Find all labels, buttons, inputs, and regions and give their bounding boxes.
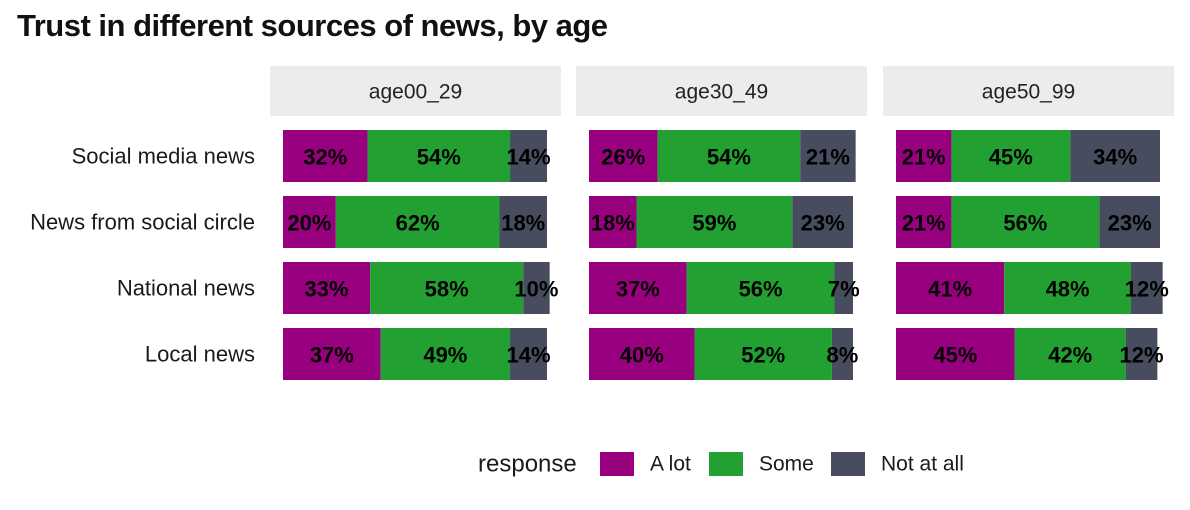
data-label: 23% [801, 211, 845, 236]
facet-strip [576, 66, 867, 116]
bar-segment [283, 196, 336, 248]
facet-label: age00_29 [369, 81, 462, 104]
bar-segment [792, 196, 853, 248]
bar-segment [283, 328, 381, 380]
bar-segment [896, 196, 952, 248]
bar-segment [589, 196, 637, 248]
bar-segment [283, 130, 368, 182]
bar-segment [335, 196, 500, 248]
legend-label: A lot [650, 453, 691, 476]
category-label: Local news [145, 342, 255, 367]
data-label: 23% [1108, 211, 1152, 236]
category-label: Social media news [72, 144, 255, 169]
data-label: 32% [303, 145, 347, 170]
legend-key [600, 452, 634, 476]
bar-segment [380, 328, 511, 380]
data-label: 52% [741, 343, 785, 368]
bar-segment [510, 130, 547, 182]
legend-title: response [478, 451, 577, 478]
data-label: 41% [928, 277, 972, 302]
data-label: 8% [827, 343, 859, 368]
bar-segment [283, 262, 371, 314]
data-label: 54% [417, 145, 461, 170]
bar-segment [367, 130, 511, 182]
bar-segment [1070, 130, 1160, 182]
bar-segment [896, 328, 1015, 380]
data-label: 21% [902, 145, 946, 170]
data-label: 20% [287, 211, 331, 236]
data-label: 49% [423, 343, 467, 368]
bar-segment [896, 262, 1005, 314]
data-label: 14% [506, 145, 550, 170]
data-label: 26% [601, 145, 645, 170]
data-label: 10% [514, 277, 558, 302]
data-label: 21% [806, 145, 850, 170]
facet-label: age50_99 [982, 81, 1075, 104]
facet-strip [270, 66, 561, 116]
bar-segment [523, 262, 550, 314]
bar-segment [510, 328, 547, 380]
bar-segment [370, 262, 524, 314]
bar-segment [636, 196, 793, 248]
bar-segment [589, 262, 687, 314]
bar-segment [951, 130, 1071, 182]
bar-segment [1099, 196, 1160, 248]
data-label: 54% [707, 145, 751, 170]
data-label: 56% [1003, 211, 1047, 236]
bar-segment [657, 130, 801, 182]
data-label: 45% [933, 343, 977, 368]
data-label: 62% [396, 211, 440, 236]
data-label: 56% [739, 277, 783, 302]
chart-title: Trust in different sources of news, by a… [17, 8, 608, 43]
data-label: 21% [902, 211, 946, 236]
facet-label: age30_49 [675, 81, 768, 104]
data-label: 58% [425, 277, 469, 302]
data-label: 37% [616, 277, 660, 302]
data-label: 37% [310, 343, 354, 368]
data-label: 34% [1093, 145, 1137, 170]
bar-segment [589, 328, 695, 380]
legend-key [709, 452, 743, 476]
data-label: 45% [989, 145, 1033, 170]
bar-segment [499, 196, 547, 248]
data-label: 59% [692, 211, 736, 236]
data-label: 12% [1125, 277, 1169, 302]
legend-key [831, 452, 865, 476]
data-label: 7% [828, 277, 860, 302]
data-label: 12% [1119, 343, 1163, 368]
data-label: 40% [620, 343, 664, 368]
bar-segment [1130, 262, 1163, 314]
bar-segment [686, 262, 835, 314]
bar-segment [896, 130, 952, 182]
data-label: 33% [305, 277, 349, 302]
bar-segment [800, 130, 856, 182]
legend-label: Not at all [881, 453, 964, 476]
data-label: 18% [501, 211, 545, 236]
bar-segment [834, 262, 853, 314]
legend-label: Some [759, 453, 814, 476]
data-label: 42% [1048, 343, 1092, 368]
bar-segment [1014, 328, 1126, 380]
data-label: 18% [591, 211, 635, 236]
bar-segment [831, 328, 853, 380]
data-label: 14% [506, 343, 550, 368]
bar-segment [589, 130, 658, 182]
bar-segment [1125, 328, 1158, 380]
category-label: News from social circle [30, 210, 255, 235]
data-label: 48% [1046, 277, 1090, 302]
bar-segment [694, 328, 832, 380]
bar-segment [1004, 262, 1131, 314]
facet-strip [883, 66, 1174, 116]
category-label: National news [117, 276, 255, 301]
bar-segment [951, 196, 1100, 248]
